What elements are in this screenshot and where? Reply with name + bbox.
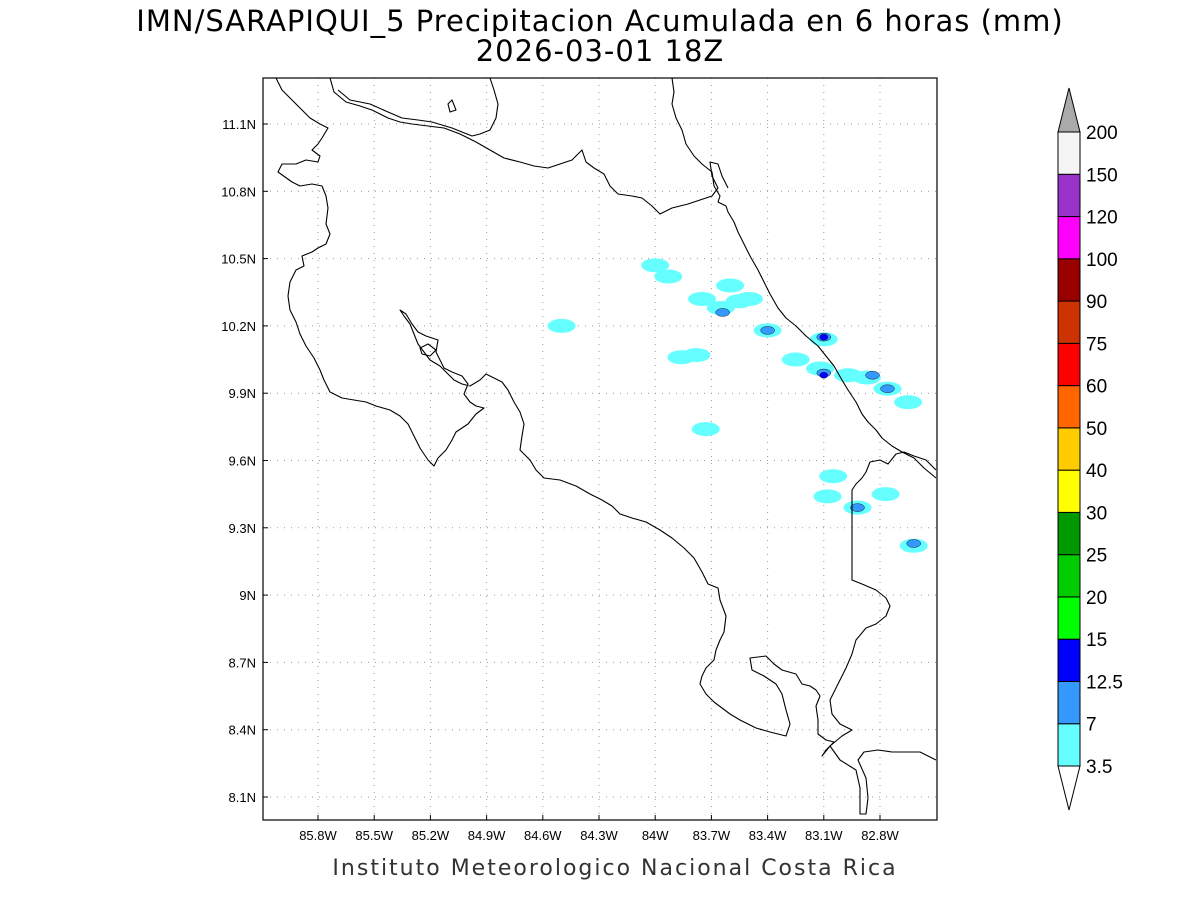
colorbar-under-triangle bbox=[1057, 765, 1081, 811]
colorbar-bin bbox=[1057, 385, 1081, 429]
colorbar-bin bbox=[1057, 258, 1081, 302]
footer-credit: Instituto Meteorologico Nacional Costa R… bbox=[332, 856, 898, 881]
precip-cell bbox=[894, 395, 923, 410]
colorbar-label: 12.5 bbox=[1086, 672, 1123, 693]
colorbar-label: 40 bbox=[1086, 461, 1107, 482]
precip-cell bbox=[850, 503, 865, 512]
colorbar-bin bbox=[1057, 511, 1081, 556]
colorbar-over-triangle bbox=[1057, 87, 1081, 133]
precip-cell bbox=[547, 318, 576, 333]
colorbar-bin bbox=[1057, 342, 1081, 387]
colorbar-label: 15 bbox=[1086, 630, 1107, 651]
lon-tick-label: 84W bbox=[642, 828, 669, 843]
colorbar-bin bbox=[1057, 427, 1081, 471]
colorbar-label: 120 bbox=[1086, 208, 1118, 229]
precip-cell bbox=[654, 269, 683, 284]
lon-tick-label: 83.4W bbox=[749, 828, 787, 843]
map-frame bbox=[262, 77, 938, 821]
lon-tick-label: 84.9W bbox=[468, 828, 506, 843]
map-title: IMN/SARAPIQUI_5 Precipitacion Acumulada … bbox=[136, 4, 1064, 38]
lon-tick-label: 84.6W bbox=[524, 828, 562, 843]
map-subtitle-date: 2026-03-01 18Z bbox=[475, 34, 725, 68]
lat-tick-label: 8.4N bbox=[229, 723, 256, 738]
precip-cell bbox=[691, 422, 720, 437]
lon-tick-label: 82.8W bbox=[861, 828, 899, 843]
colorbar-bin bbox=[1057, 554, 1081, 598]
axis-tick-labels: 85.8W 85.5W 85.2W 84.9W 84.6W 84.3W 84W 83.7W 83… bbox=[221, 117, 899, 843]
precip-cell bbox=[865, 371, 880, 380]
colorbar-label: 20 bbox=[1086, 588, 1107, 609]
precip-cell bbox=[641, 258, 670, 273]
island-gulf bbox=[419, 343, 437, 357]
colorbar-bin bbox=[1057, 638, 1081, 682]
colorbar-label: 7 bbox=[1086, 715, 1097, 736]
colorbar-label: 60 bbox=[1086, 377, 1107, 398]
precip-cell bbox=[715, 308, 730, 317]
colorbar-label: 30 bbox=[1086, 503, 1107, 524]
coast-north-nicaragua bbox=[275, 78, 757, 729]
colorbar-label: 90 bbox=[1086, 292, 1107, 313]
island-north bbox=[447, 99, 457, 113]
colorbar-bin bbox=[1057, 216, 1081, 260]
colorbar-legend: 3.5 7 12.5 15 20 25 30 40 50 60 75 90 100 120 150 200 bbox=[1057, 87, 1123, 811]
lat-tick-label: 9.3N bbox=[229, 521, 256, 536]
lon-tick-label: 83.7W bbox=[693, 828, 731, 843]
colorbar-bin bbox=[1057, 723, 1081, 767]
graticule-grid bbox=[263, 78, 937, 820]
lat-tick-label: 11.1N bbox=[222, 117, 256, 132]
lon-tick-label: 85.2W bbox=[412, 828, 450, 843]
lat-tick-label: 8.7N bbox=[229, 655, 256, 670]
precip-cell bbox=[716, 278, 745, 293]
caribbean-coast bbox=[671, 78, 937, 479]
lon-tick-label: 85.8W bbox=[299, 828, 337, 843]
lat-tick-label: 9N bbox=[239, 588, 256, 603]
colorbar-label: 200 bbox=[1086, 123, 1118, 144]
colorbar-bin bbox=[1057, 173, 1081, 218]
panama-border bbox=[829, 451, 937, 815]
lat-tick-label: 10.5N bbox=[221, 252, 256, 267]
colorbar-label: 75 bbox=[1086, 334, 1107, 355]
precip-cell bbox=[871, 487, 900, 502]
precip-cell bbox=[781, 352, 810, 367]
precip-cell bbox=[819, 469, 848, 484]
lon-tick-label: 85.5W bbox=[355, 828, 393, 843]
precip-cell bbox=[906, 539, 921, 548]
colorbar-bin bbox=[1057, 680, 1081, 725]
precip-cell bbox=[813, 489, 842, 504]
precip-cell bbox=[682, 348, 711, 363]
lat-tick-label: 9.9N bbox=[229, 386, 256, 401]
precipitation-field bbox=[547, 258, 928, 553]
colorbar-bin bbox=[1057, 300, 1081, 344]
colorbar-bin bbox=[1057, 596, 1081, 640]
precip-cell bbox=[819, 333, 828, 341]
lat-tick-label: 10.2N bbox=[221, 319, 256, 334]
precip-cell bbox=[819, 372, 828, 379]
precip-cell bbox=[688, 291, 717, 306]
colorbar-label: 50 bbox=[1086, 419, 1107, 440]
coastline-borders bbox=[275, 78, 937, 815]
lat-tick-label: 8.1N bbox=[229, 790, 256, 805]
osa-peninsula bbox=[749, 655, 835, 757]
precip-cell bbox=[734, 291, 763, 306]
coast-north-lake bbox=[329, 78, 729, 215]
lake-nicaragua-edge bbox=[337, 78, 499, 137]
colorbar-label: 100 bbox=[1086, 250, 1118, 271]
lat-tick-label: 10.8N bbox=[221, 184, 256, 199]
colorbar-bin bbox=[1057, 469, 1081, 513]
colorbar-bin bbox=[1057, 131, 1081, 175]
lon-tick-label: 84.3W bbox=[580, 828, 618, 843]
lon-tick-label: 83.1W bbox=[805, 828, 843, 843]
colorbar-label: 3.5 bbox=[1086, 757, 1112, 778]
precip-cell bbox=[760, 326, 775, 335]
precip-cell bbox=[880, 384, 895, 393]
lat-tick-label: 9.6N bbox=[229, 454, 256, 469]
colorbar-label: 150 bbox=[1086, 165, 1118, 186]
colorbar-label: 25 bbox=[1086, 546, 1107, 567]
